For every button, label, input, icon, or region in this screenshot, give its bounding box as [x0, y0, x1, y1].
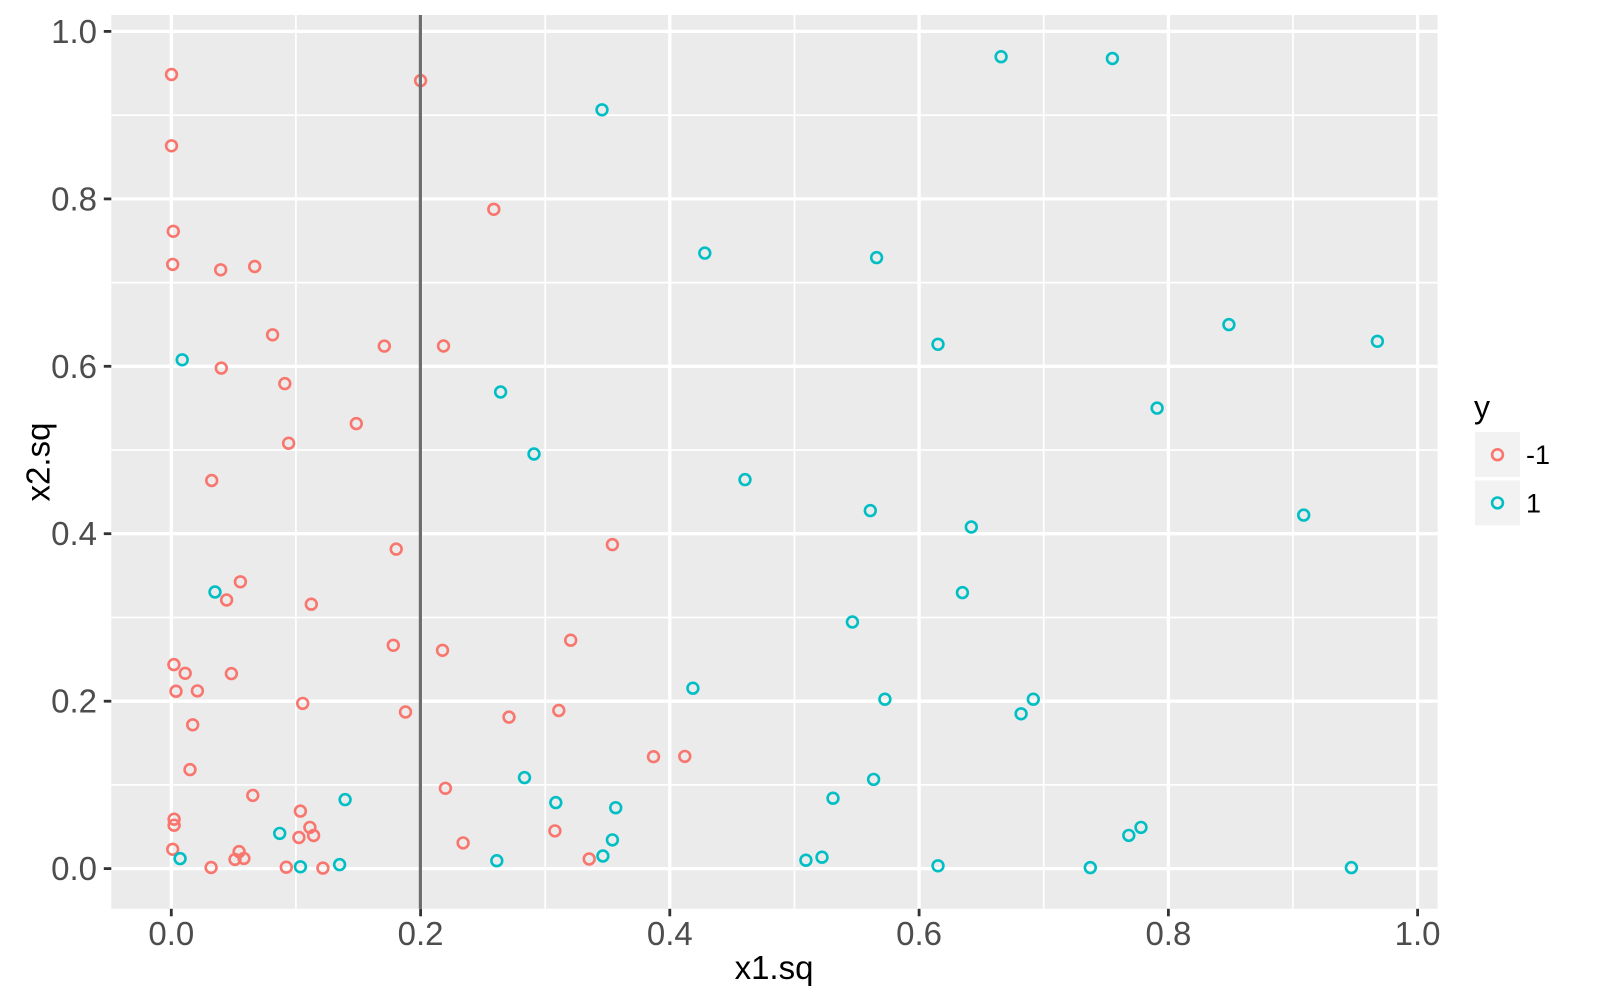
svg-text:0.2: 0.2 [398, 915, 444, 952]
svg-text:0.0: 0.0 [148, 915, 194, 952]
svg-text:-1: -1 [1526, 440, 1550, 470]
svg-text:0.4: 0.4 [647, 915, 693, 952]
svg-text:0.0: 0.0 [51, 850, 97, 887]
svg-text:0.6: 0.6 [896, 915, 942, 952]
svg-text:0.6: 0.6 [51, 348, 97, 385]
svg-text:0.8: 0.8 [51, 180, 97, 217]
svg-text:1.0: 1.0 [51, 13, 97, 50]
svg-text:y: y [1474, 389, 1490, 425]
svg-text:1.0: 1.0 [1395, 915, 1441, 952]
svg-text:x2.sq: x2.sq [20, 423, 57, 502]
svg-text:0.8: 0.8 [1145, 915, 1191, 952]
svg-text:x1.sq: x1.sq [735, 949, 814, 986]
svg-text:0.2: 0.2 [51, 683, 97, 720]
svg-text:1: 1 [1526, 488, 1541, 518]
svg-text:0.4: 0.4 [51, 515, 97, 552]
